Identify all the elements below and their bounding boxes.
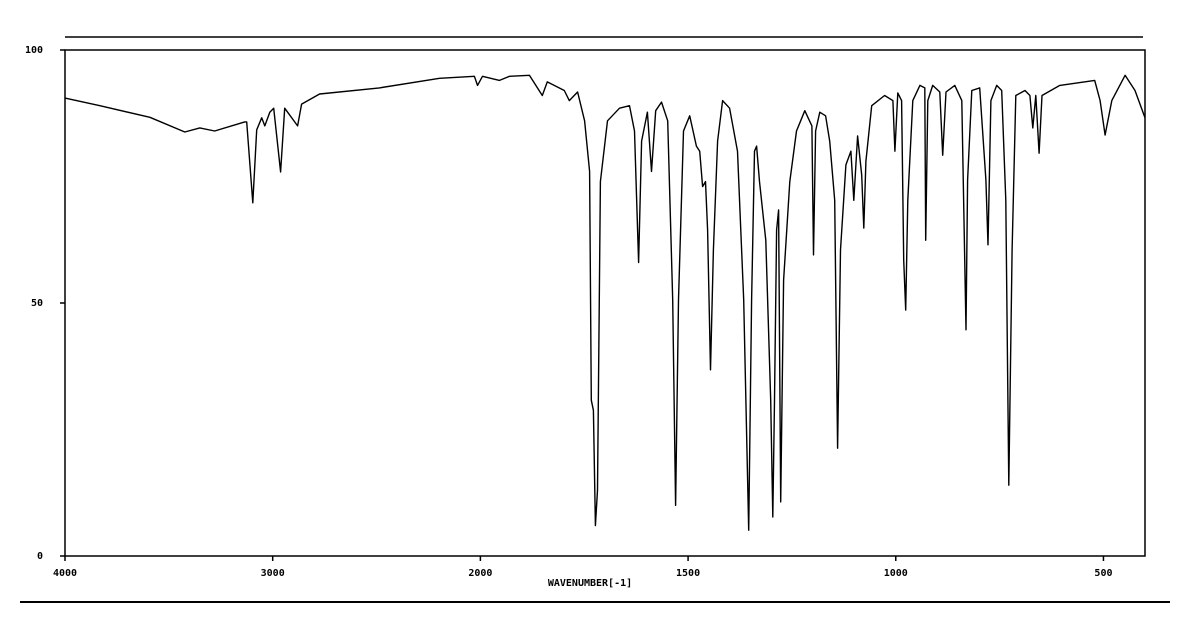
spectrum-line [64,74,1146,531]
x-tick-label: 4000 [53,568,77,579]
x-tick-label: 1500 [676,568,700,579]
plot-frame [64,49,1146,557]
y-tick-label: 50 [31,298,43,309]
y-tick-label: 0 [37,551,43,562]
x-tick-label: 500 [1094,568,1112,579]
x-axis-label: WAVENUMBER[-1] [548,578,632,589]
y-tick-label: 100 [25,45,43,56]
x-tick-label: 3000 [261,568,285,579]
x-tick-label: 1000 [884,568,908,579]
x-tick-label: 2000 [468,568,492,579]
